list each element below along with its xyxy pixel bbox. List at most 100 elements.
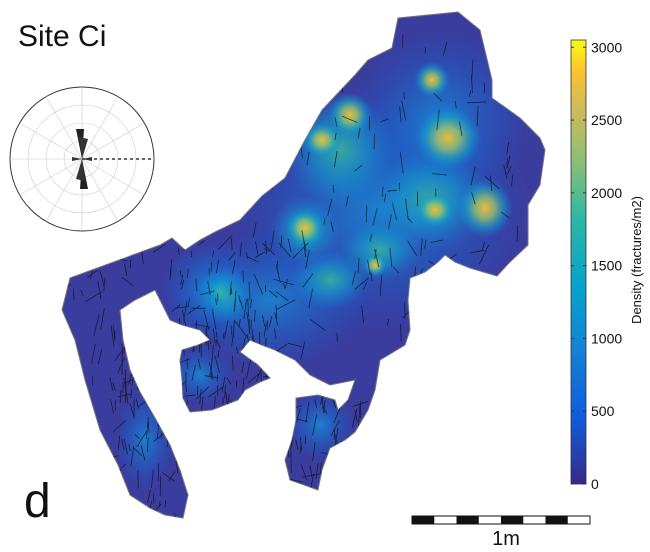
fracture-trace	[300, 464, 308, 481]
fracture-trace	[254, 415, 258, 426]
fracture-trace	[121, 438, 125, 451]
fracture-trace	[526, 255, 530, 267]
fracture-trace	[112, 469, 115, 480]
colorbar-gradient	[570, 39, 587, 485]
fracture-trace	[382, 186, 384, 197]
fracture-trace	[147, 240, 150, 248]
fracture-trace	[100, 308, 105, 330]
fracture-trace	[150, 344, 169, 350]
fracture-trace	[262, 391, 268, 403]
fracture-trace	[467, 101, 487, 104]
fracture-trace	[170, 408, 182, 417]
density-hotspot	[302, 122, 342, 158]
fracture-trace	[263, 247, 270, 252]
fracture-trace	[195, 386, 210, 400]
fracture-trace	[168, 471, 176, 482]
fracture-trace	[471, 192, 476, 205]
fracture-trace	[247, 298, 249, 317]
fracture-trace	[346, 41, 348, 57]
fracture-trace	[180, 422, 186, 445]
fracture-trace	[129, 334, 134, 353]
fracture-trace	[423, 318, 428, 335]
density-hotspot	[414, 62, 450, 98]
fracture-trace	[420, 238, 423, 256]
fracture-trace	[224, 384, 226, 399]
fracture-trace	[240, 300, 244, 310]
fracture-trace	[314, 399, 317, 408]
fracture-trace	[67, 368, 76, 375]
fracture-trace	[242, 336, 246, 350]
fracture-trace	[424, 239, 427, 249]
fracture-trace	[207, 334, 209, 350]
fracture-trace	[172, 321, 176, 337]
fracture-trace	[248, 281, 251, 301]
fracture-trace	[108, 469, 113, 490]
fracture-trace	[147, 437, 149, 453]
fracture-trace	[148, 346, 151, 354]
fracture-trace	[239, 242, 242, 257]
fracture-trace	[177, 400, 180, 416]
fracture-trace	[421, 302, 424, 316]
fracture-trace	[361, 305, 364, 324]
density-hotspot	[285, 208, 325, 248]
fracture-trace	[230, 287, 233, 295]
fracture-trace	[189, 337, 202, 343]
fracture-trace	[156, 369, 159, 376]
fracture-trace	[333, 405, 342, 424]
fracture-trace	[433, 93, 443, 102]
colorbar-tick-label: 2000	[591, 185, 622, 201]
fracture-trace	[403, 92, 405, 100]
fracture-trace	[125, 340, 132, 343]
fracture-trace	[141, 251, 144, 264]
rose-petal-south	[76, 159, 85, 181]
fracture-trace	[255, 351, 260, 365]
fracture-trace	[179, 431, 181, 447]
fracture-trace	[302, 273, 314, 288]
fracture-trace	[354, 277, 369, 290]
fracture-trace	[191, 364, 196, 381]
fracture-trace	[110, 325, 115, 347]
fracture-trace	[265, 240, 267, 255]
fracture-trace	[405, 198, 409, 220]
fracture-trace	[214, 297, 218, 305]
fracture-trace	[387, 189, 397, 192]
fracture-trace	[270, 230, 275, 250]
fracture-trace	[117, 357, 125, 374]
fracture-trace	[177, 400, 180, 411]
fracture-trace	[298, 34, 303, 53]
fracture-trace	[204, 375, 219, 379]
fracture-trace	[379, 275, 382, 297]
fracture-trace	[242, 415, 245, 438]
fracture-trace	[275, 304, 278, 319]
fracture-trace	[436, 109, 440, 131]
fracture-trace	[184, 512, 191, 518]
fracture-trace	[454, 100, 457, 109]
fracture-trace	[135, 398, 139, 409]
fracture-trace	[323, 218, 326, 225]
fracture-trace	[195, 278, 198, 292]
fracture-trace	[242, 377, 245, 396]
fracture-trace	[175, 366, 179, 381]
fracture-trace	[146, 315, 155, 332]
fracture-trace	[351, 271, 356, 285]
fracture-trace	[62, 386, 69, 405]
fracture-trace	[204, 483, 207, 491]
fracture-trace	[516, 225, 519, 242]
fracture-trace	[218, 234, 233, 250]
fracture-trace	[93, 314, 100, 337]
fracture-trace	[295, 439, 299, 450]
fracture-trace	[147, 489, 151, 503]
fracture-trace	[128, 517, 134, 518]
fracture-trace	[147, 420, 150, 433]
fracture-trace	[212, 328, 216, 343]
fracture-trace	[511, 69, 514, 91]
fracture-trace	[230, 237, 233, 251]
fracture-trace	[358, 404, 361, 423]
fracture-trace	[241, 184, 263, 187]
fracture-trace	[341, 115, 358, 123]
colorbar-label: Density (fractures/m2)	[629, 196, 644, 324]
fracture-trace	[119, 389, 122, 404]
fracture-trace	[430, 239, 444, 243]
fracture-trace	[387, 318, 389, 326]
fracture-trace	[112, 420, 127, 433]
